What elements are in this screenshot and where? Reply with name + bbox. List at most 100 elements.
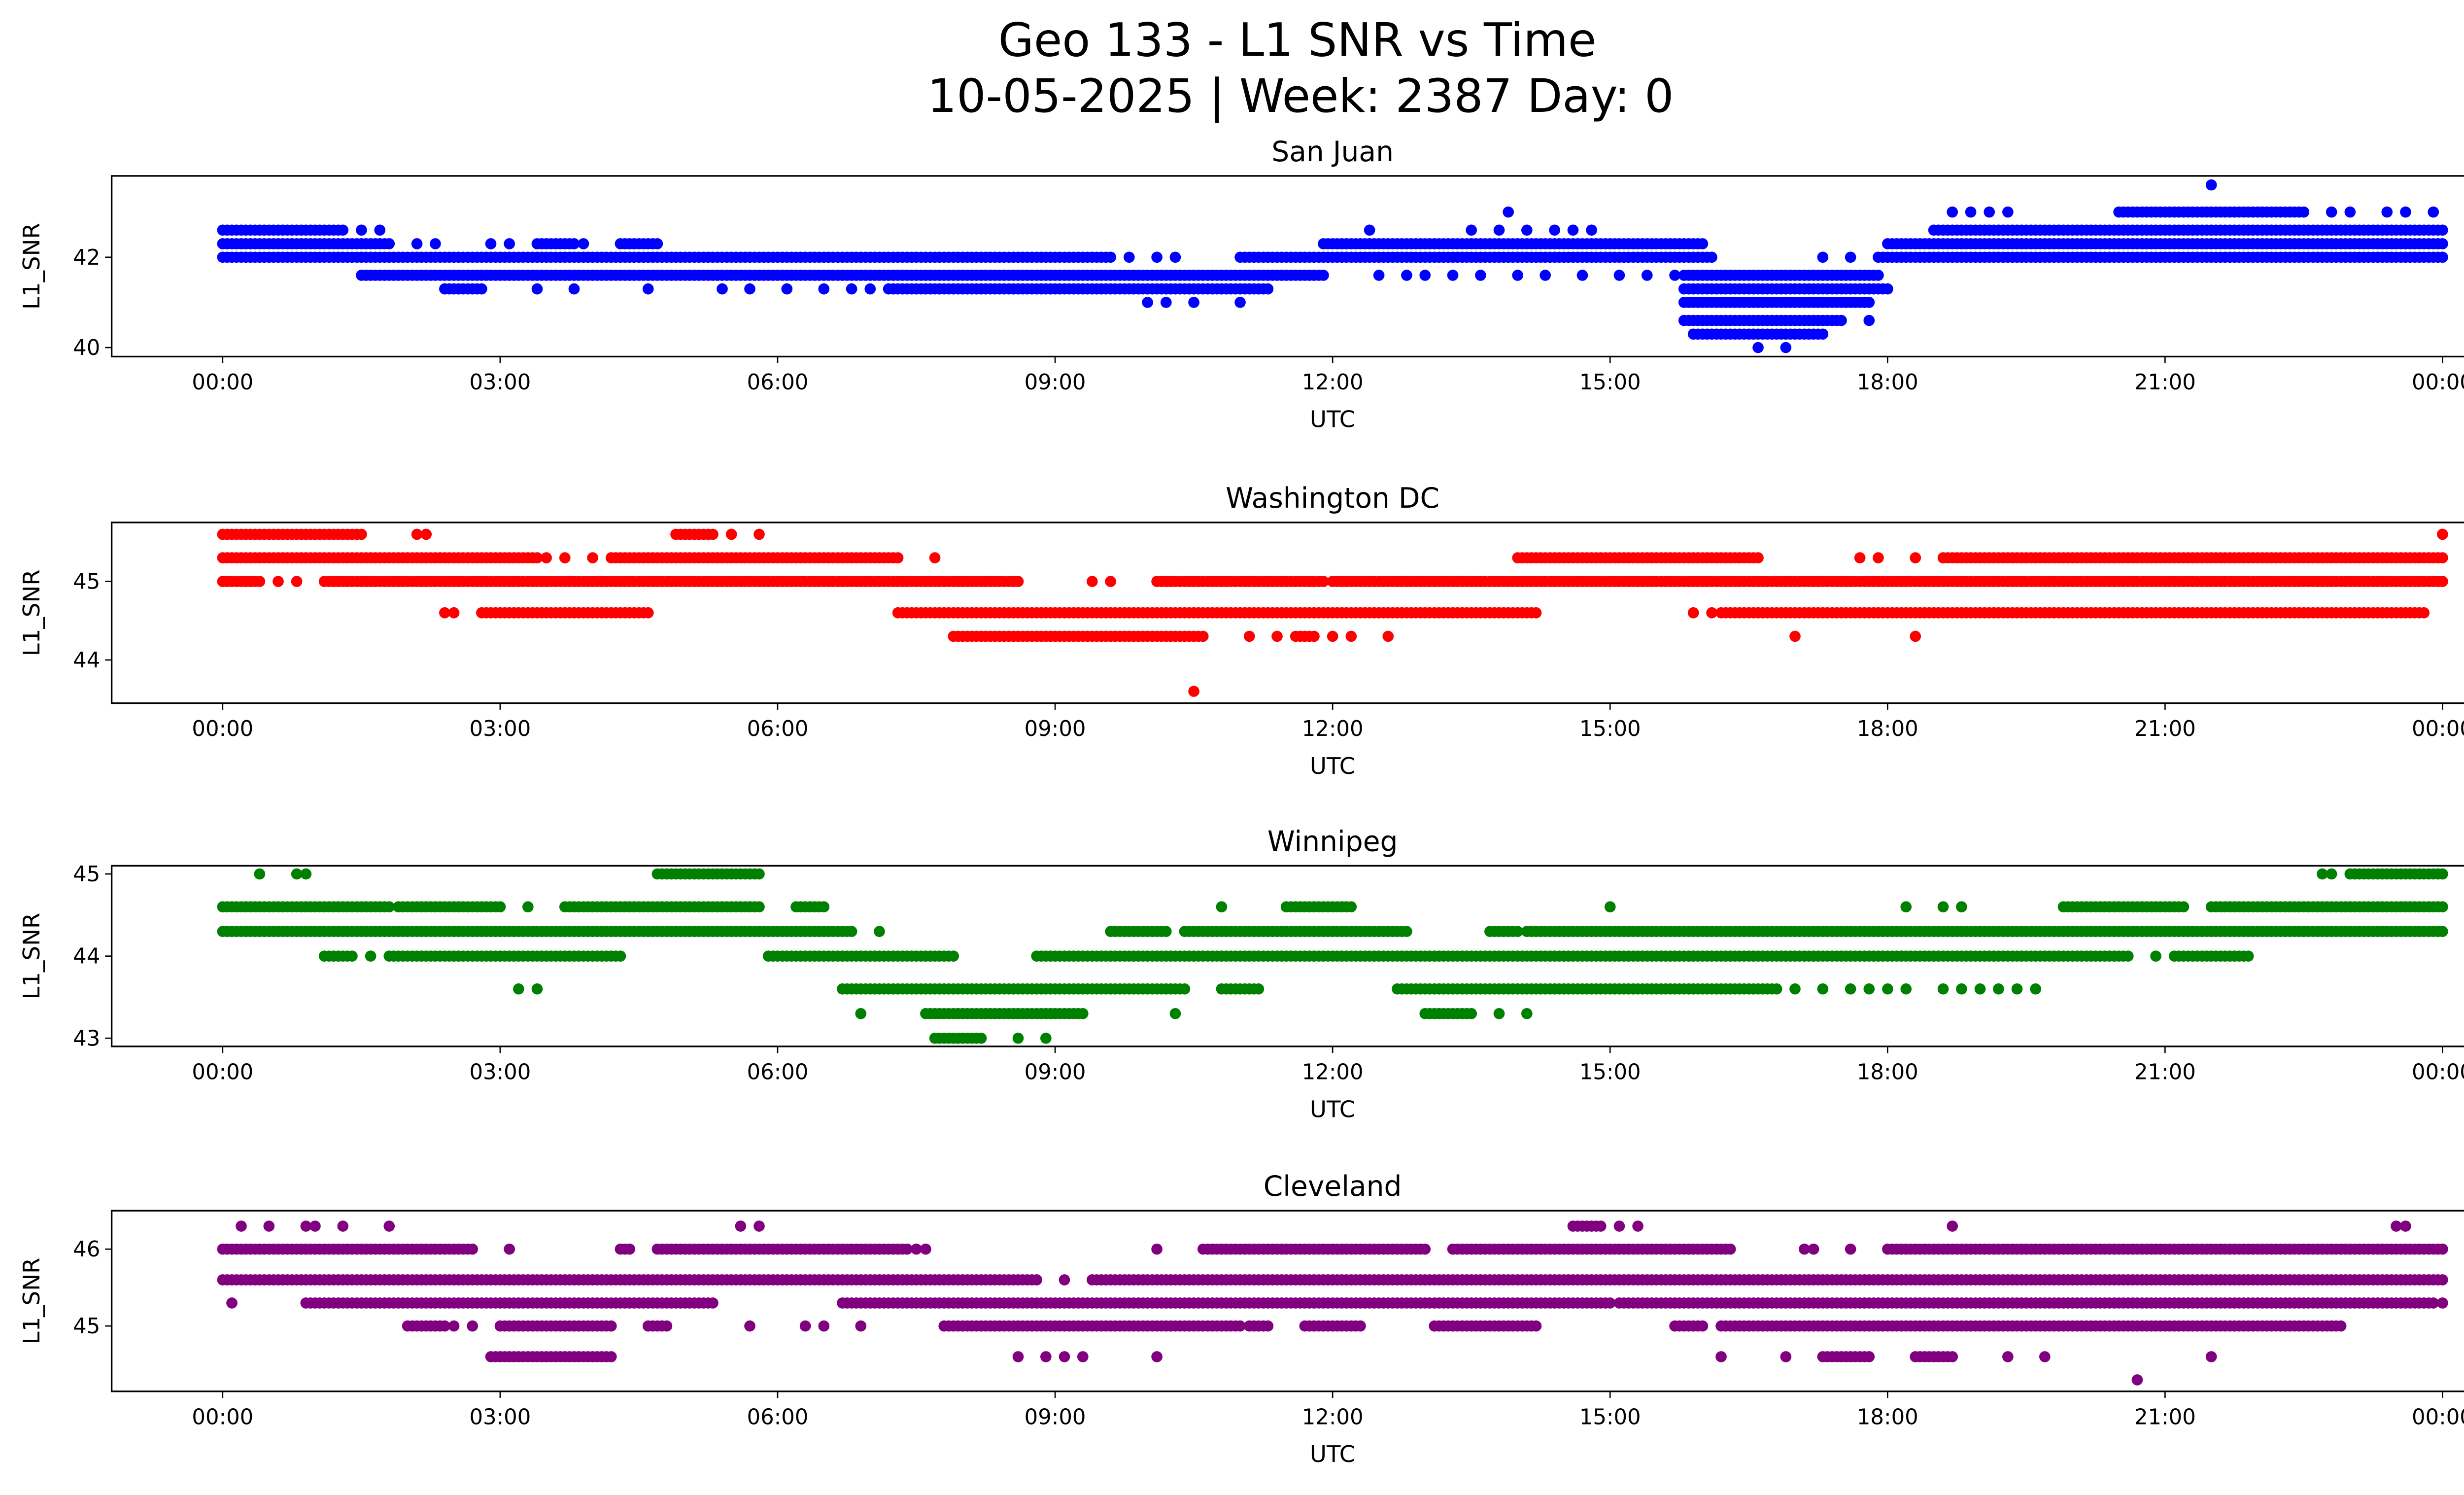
data-point [587, 552, 598, 563]
data-point [1854, 552, 1866, 563]
subplot-title: San Juan [1271, 136, 1394, 168]
data-point [411, 238, 423, 249]
subplot-title: Washington DC [1226, 482, 1439, 515]
data-point [1216, 901, 1228, 913]
data-point [1160, 926, 1172, 938]
data-point [1863, 314, 1875, 326]
data-point [1086, 576, 1098, 587]
data-point [273, 576, 284, 587]
y-axis-label: L1_SNR [19, 569, 45, 656]
data-point [1947, 206, 1958, 218]
data-point [651, 238, 663, 249]
y-tick-label: 40 [73, 336, 100, 360]
data-point [1493, 1008, 1505, 1019]
data-point [309, 1220, 321, 1232]
x-tick-label: 12:00 [1302, 370, 1364, 395]
data-point [781, 283, 793, 295]
data-point [494, 901, 506, 913]
data-point [901, 1243, 913, 1255]
y-tick-label: 44 [73, 944, 100, 969]
data-point [263, 1220, 275, 1232]
data-point [1345, 901, 1357, 913]
data-point [753, 1220, 765, 1232]
data-point [1576, 270, 1588, 281]
data-point [1318, 270, 1329, 281]
data-point [624, 1243, 635, 1255]
x-tick-label: 09:00 [1025, 1060, 1086, 1085]
data-point [1910, 552, 1921, 563]
data-point [911, 1243, 922, 1255]
data-point [2381, 206, 2393, 218]
data-point [1012, 576, 1024, 587]
data-point [1817, 251, 1829, 263]
data-point [2437, 576, 2448, 587]
data-point [504, 238, 515, 249]
data-point [448, 607, 460, 619]
data-point [2326, 206, 2337, 218]
data-point [356, 528, 367, 540]
data-point [2122, 950, 2134, 962]
data-point [1697, 238, 1709, 249]
data-point [1632, 1220, 1643, 1232]
x-tick-label: 00:00 [192, 1060, 253, 1085]
data-point [2002, 206, 2014, 218]
data-point [1188, 686, 1199, 697]
data-point [1613, 1220, 1625, 1232]
data-point [1613, 270, 1625, 281]
x-tick-label: 12:00 [1302, 717, 1364, 741]
data-point [2344, 206, 2356, 218]
data-point [2326, 868, 2337, 880]
data-point [1752, 552, 1764, 563]
data-point [1521, 224, 1533, 236]
x-axis-label: UTC [1310, 1096, 1355, 1123]
data-point [1956, 983, 1967, 995]
data-point [467, 1243, 479, 1255]
data-point [818, 901, 830, 913]
data-point [864, 283, 876, 295]
data-point [1382, 630, 1394, 642]
data-point [504, 1243, 515, 1255]
data-point [1447, 270, 1459, 281]
y-axis-label: L1_SNR [19, 913, 45, 1000]
data-point [1937, 901, 1949, 913]
x-tick-label: 00:00 [2412, 717, 2464, 741]
data-point [300, 868, 312, 880]
data-point [568, 283, 580, 295]
x-tick-label: 03:00 [470, 717, 531, 741]
data-point [1151, 1243, 1163, 1255]
data-point [874, 926, 885, 938]
axes-frame [110, 175, 2464, 358]
x-tick-label: 15:00 [1579, 1060, 1641, 1085]
data-point [1836, 314, 1847, 326]
x-tick-label: 15:00 [1579, 370, 1641, 395]
data-point [1863, 297, 1875, 308]
data-point [1799, 1243, 1810, 1255]
data-point [2317, 868, 2328, 880]
x-tick-label: 06:00 [747, 370, 809, 395]
data-point [2437, 868, 2448, 880]
data-point [1262, 283, 1274, 295]
data-point [1077, 1008, 1089, 1019]
data-point [1669, 270, 1680, 281]
x-tick-label: 15:00 [1579, 717, 1641, 741]
data-point [476, 283, 487, 295]
data-point [365, 950, 376, 962]
x-tick-label: 09:00 [1025, 717, 1086, 741]
data-point [531, 552, 543, 563]
data-point [1059, 1274, 1070, 1286]
data-point [1706, 607, 1717, 619]
data-series [217, 528, 2448, 697]
data-point [559, 552, 571, 563]
data-point [1567, 224, 1579, 236]
data-point [846, 926, 857, 938]
data-point [1466, 224, 1477, 236]
data-point [1549, 224, 1560, 236]
data-point [1956, 901, 1967, 913]
data-point [1687, 607, 1699, 619]
data-point [1641, 270, 1653, 281]
data-point [1234, 297, 1246, 308]
x-tick-label: 03:00 [470, 370, 531, 395]
data-point [753, 528, 765, 540]
